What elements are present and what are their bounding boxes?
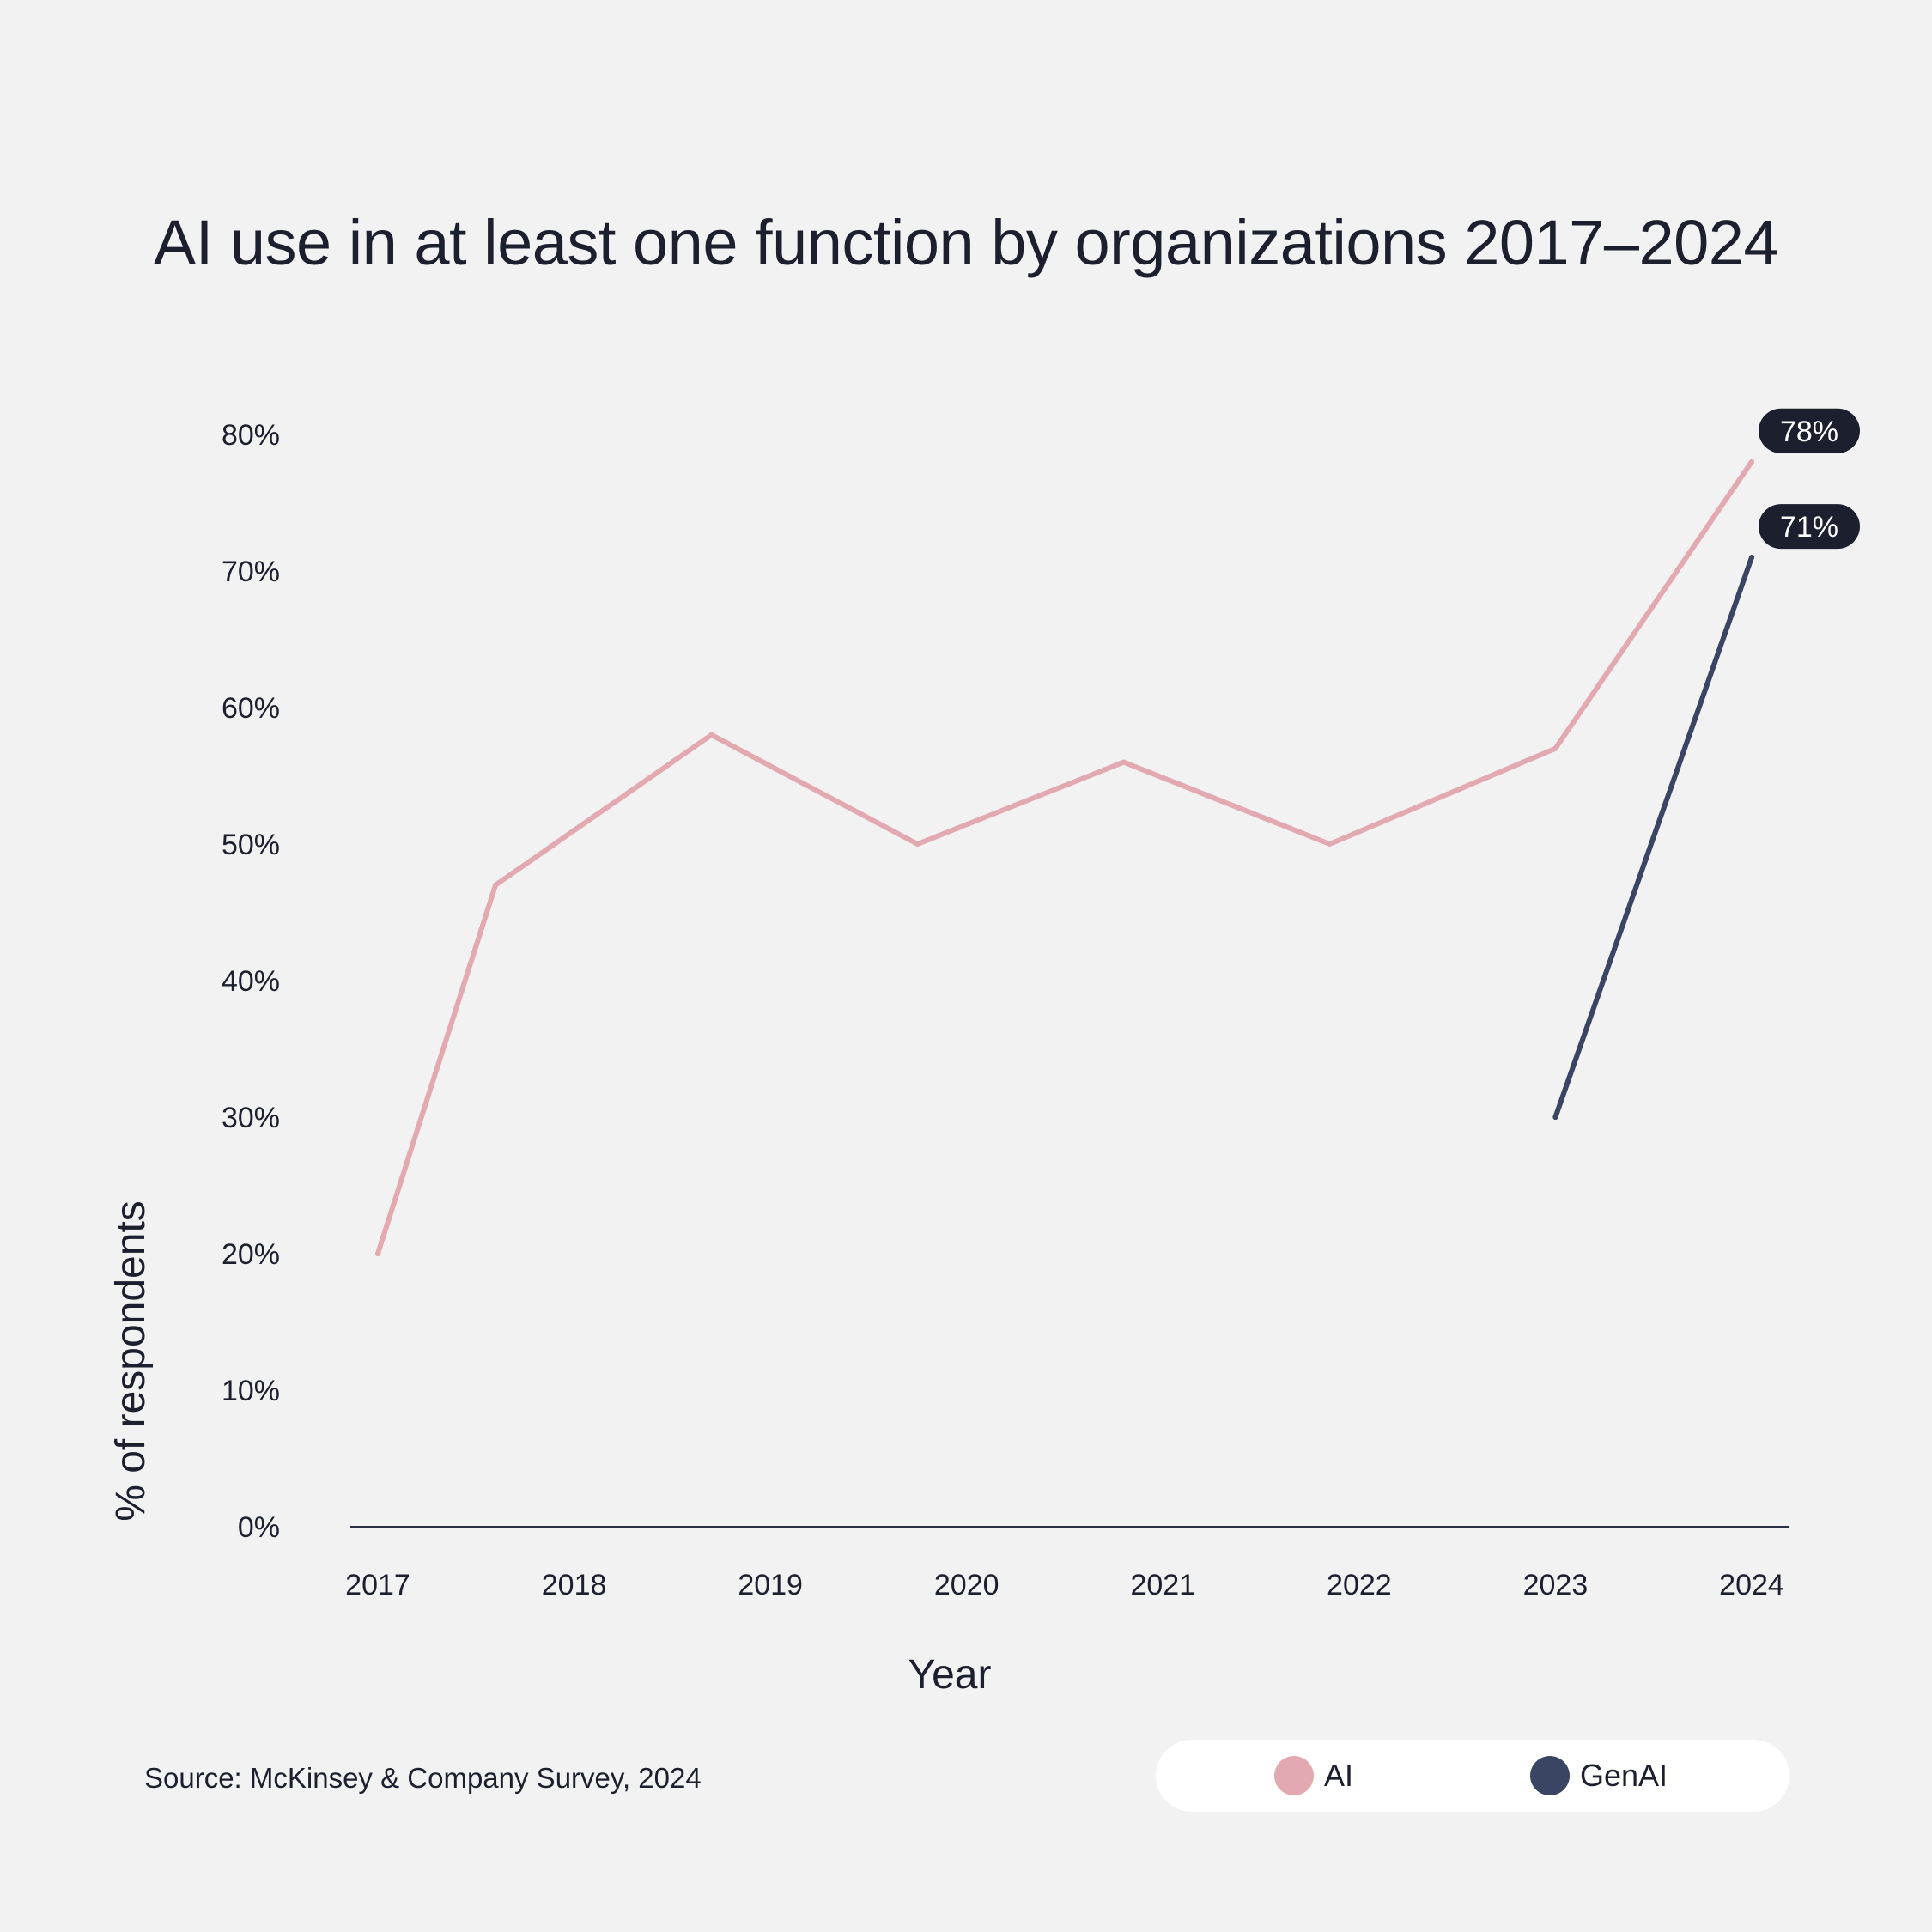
y-tick-label: 0% [238,1511,280,1544]
x-tick-label: 2020 [934,1569,999,1601]
data-point-ai [1327,841,1333,847]
x-tick-label: 2017 [345,1569,410,1601]
legend-swatch-genai [1530,1756,1570,1795]
x-tick-label: 2018 [542,1569,607,1601]
data-point-ai [1552,745,1558,751]
series-line-genai [1552,555,1754,1120]
data-point-ai [914,841,920,847]
y-tick-label: 60% [222,692,280,725]
legend-item-genai: GenAI [1530,1740,1668,1812]
y-tick-label: 20% [222,1238,280,1271]
end-badge-label-genai: 71% [1780,511,1838,544]
y-tick-label: 70% [222,556,280,588]
y-tick-label: 30% [222,1102,280,1134]
y-tick-label: 50% [222,829,280,861]
series-line-ai [375,459,1754,1256]
y-tick-label: 40% [222,965,280,998]
x-tick-label: 2022 [1327,1569,1392,1601]
data-point-ai [1749,459,1754,465]
chart-title: AI use in at least one function by organ… [153,207,1779,278]
x-tick-label: 2019 [738,1569,803,1601]
legend-item-ai: AI [1274,1740,1353,1812]
source-note: Source: McKinsey & Company Survey, 2024 [144,1762,702,1794]
end-badge-genai [1759,504,1860,550]
y-tick-label: 80% [222,419,280,452]
data-point-ai [1121,759,1127,765]
x-tick-label: 2023 [1523,1569,1589,1601]
legend-label-genai: GenAI [1580,1758,1668,1793]
x-tick-label: 2024 [1719,1569,1784,1601]
y-axis-title: % of respondents [108,1200,154,1522]
data-point-ai [375,1251,380,1256]
legend-label-ai: AI [1324,1758,1354,1793]
y-tick-label: 10% [222,1375,280,1407]
legend-swatch-ai [1274,1756,1314,1795]
end-badge-label-ai: 78% [1780,416,1838,448]
legend: AI GenAI [1156,1740,1789,1812]
data-point-genai [1552,1115,1558,1120]
data-point-ai [493,882,499,888]
x-axis-title: Year [908,1652,992,1698]
data-point-genai [1749,555,1754,561]
x-tick-label: 2021 [1130,1569,1195,1601]
end-badge-ai [1759,408,1860,453]
data-point-ai [708,732,714,738]
